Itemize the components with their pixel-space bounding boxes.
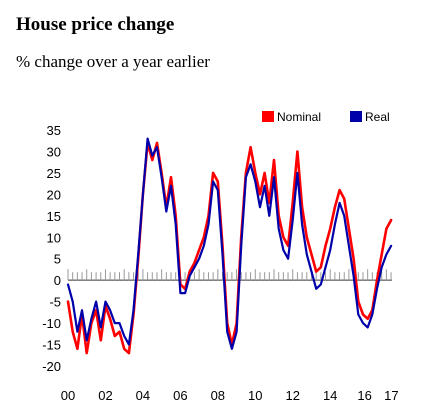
x-tick-label: 02 xyxy=(98,388,112,403)
legend-label-nominal: Nominal xyxy=(277,110,321,124)
legend-swatch-real xyxy=(350,111,362,122)
series-line-nominal xyxy=(66,141,393,355)
legend-swatch-nominal xyxy=(262,111,274,122)
x-tick-label: 12 xyxy=(286,388,300,403)
x-tick-label: 06 xyxy=(173,388,187,403)
y-tick-label: -20 xyxy=(42,359,61,374)
chart-series xyxy=(66,137,393,355)
y-tick-label: 5 xyxy=(54,252,61,267)
y-tick-label: 10 xyxy=(47,230,61,245)
y-tick-label: -15 xyxy=(42,338,61,353)
y-tick-label: -5 xyxy=(49,295,61,310)
y-tick-label: 0 xyxy=(54,273,61,288)
x-tick-label: 17 xyxy=(384,388,398,403)
chart-title: House price change xyxy=(16,14,175,35)
x-tick-label: 08 xyxy=(211,388,225,403)
y-tick-label: 35 xyxy=(47,123,61,138)
x-tick-label: 16 xyxy=(357,388,371,403)
chart-subtitle: % change over a year earlier xyxy=(16,52,210,71)
y-tick-label: -10 xyxy=(42,316,61,331)
x-tick-label: 00 xyxy=(61,388,75,403)
y-tick-label: 30 xyxy=(47,144,61,159)
legend-label-real: Real xyxy=(365,110,390,124)
y-tick-label: 25 xyxy=(47,166,61,181)
x-tick-label: 10 xyxy=(248,388,262,403)
x-tick-label: 14 xyxy=(323,388,337,403)
y-tick-label: 20 xyxy=(47,187,61,202)
x-tick-label: 04 xyxy=(136,388,150,403)
y-tick-label: 15 xyxy=(47,209,61,224)
series-line-real xyxy=(66,137,393,350)
chart-legend: Nominal Real xyxy=(262,110,390,124)
